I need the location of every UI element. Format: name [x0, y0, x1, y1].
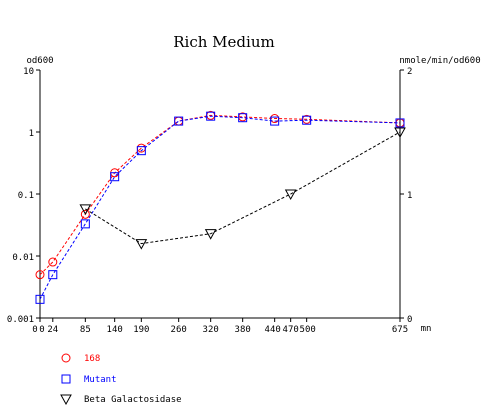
data-point-square: [302, 115, 312, 125]
y-left-axis-label: od600: [26, 56, 53, 66]
data-point-triangle: [135, 239, 148, 250]
y-right-axis-label: nmole/min/od600: [399, 56, 480, 66]
data-point-triangle: [204, 229, 217, 240]
data-point-circle: [80, 209, 90, 219]
x-axis-unit-label: mn: [421, 324, 432, 334]
x-tick-label: 500: [300, 325, 316, 335]
data-point-square: [206, 111, 216, 121]
data-point-circle: [48, 257, 58, 267]
legend-label: Mutant: [84, 375, 117, 385]
chart-title: Rich Medium: [173, 33, 274, 51]
x-tick-label: 140: [107, 325, 123, 335]
x-tick-label: 85: [80, 325, 91, 335]
x-tick-label: 190: [133, 325, 149, 335]
x-tick-label: 24: [47, 325, 58, 335]
data-point-square: [395, 118, 405, 128]
y-left-tick-label: 0.01: [12, 253, 34, 263]
legend: 168 Mutant Beta Galactosidase: [60, 353, 182, 405]
x-tick-label: 320: [203, 325, 219, 335]
series-line: [39, 114, 401, 276]
data-point-square: [174, 116, 184, 126]
x-tick-label: 675: [392, 325, 408, 335]
series-line: [85, 131, 401, 245]
data-point-triangle: [284, 189, 297, 201]
x-tick-label: 440: [265, 325, 281, 335]
x-ticks: 0 0 24 85 140 190 260 320 380 440 470 500 675: [32, 318, 408, 335]
data-point-square: [136, 146, 146, 156]
x-tick-label: 470: [283, 325, 299, 335]
legend-label: 168: [84, 354, 100, 364]
y-right-tick-label: 0: [407, 315, 412, 325]
data-point-square: [270, 116, 280, 126]
y-right-tick-label: 1: [407, 191, 412, 201]
y-left-ticks: 10 1 0.1 0.01 0.001: [7, 67, 40, 325]
series-layer: [35, 110, 406, 304]
legend-label: Beta Galactosidase: [84, 395, 182, 405]
x-tick-label: 0: [32, 325, 37, 335]
data-point-triangle: [79, 204, 92, 215]
series-line: [39, 115, 401, 300]
data-point-square: [35, 294, 45, 304]
y-left-tick-label: 0.001: [7, 315, 34, 325]
data-point-square: [110, 172, 120, 182]
legend-marker: [60, 394, 72, 405]
x-tick-label: 0: [39, 325, 44, 335]
y-left-tick-label: 0.1: [18, 191, 34, 201]
y-right-ticks: 2 1 0: [400, 67, 412, 325]
data-point-square: [48, 270, 58, 280]
legend-marker: [61, 353, 71, 363]
y-left-tick-label: 1: [29, 129, 34, 139]
y-left-tick-label: 10: [23, 67, 34, 77]
data-point-square: [238, 113, 248, 123]
x-tick-label: 380: [235, 325, 251, 335]
y-right-tick-label: 2: [407, 67, 412, 77]
x-tick-label: 260: [171, 325, 187, 335]
data-point-circle: [35, 270, 45, 280]
data-point-square: [80, 219, 90, 229]
legend-marker: [61, 374, 71, 384]
data-point-triangle: [394, 127, 406, 139]
